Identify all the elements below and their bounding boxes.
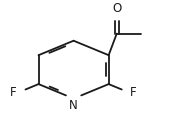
- Text: F: F: [10, 86, 17, 99]
- Text: O: O: [112, 2, 121, 14]
- Text: N: N: [69, 99, 78, 112]
- Text: F: F: [130, 86, 137, 99]
